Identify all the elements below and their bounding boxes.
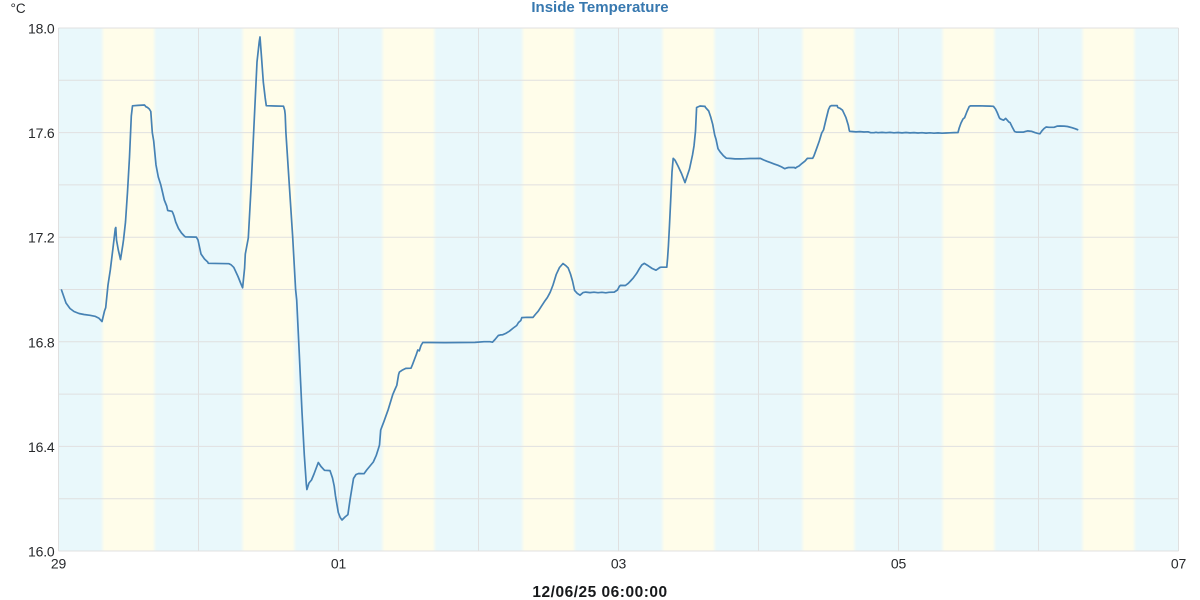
svg-text:18.0: 18.0 — [28, 21, 55, 37]
svg-text:°C: °C — [11, 1, 26, 16]
svg-text:17.2: 17.2 — [28, 230, 55, 246]
svg-text:16.8: 16.8 — [28, 334, 55, 350]
svg-text:03: 03 — [611, 556, 627, 572]
svg-text:16.0: 16.0 — [28, 544, 55, 560]
svg-text:12/06/25 06:00:00: 12/06/25 06:00:00 — [532, 584, 667, 600]
svg-text:01: 01 — [331, 556, 347, 572]
svg-text:07: 07 — [1171, 556, 1187, 572]
svg-text:17.6: 17.6 — [28, 125, 55, 141]
svg-text:29: 29 — [51, 556, 67, 572]
svg-text:05: 05 — [891, 556, 907, 572]
svg-text:16.4: 16.4 — [28, 439, 55, 455]
svg-text:Inside Temperature: Inside Temperature — [531, 0, 668, 16]
